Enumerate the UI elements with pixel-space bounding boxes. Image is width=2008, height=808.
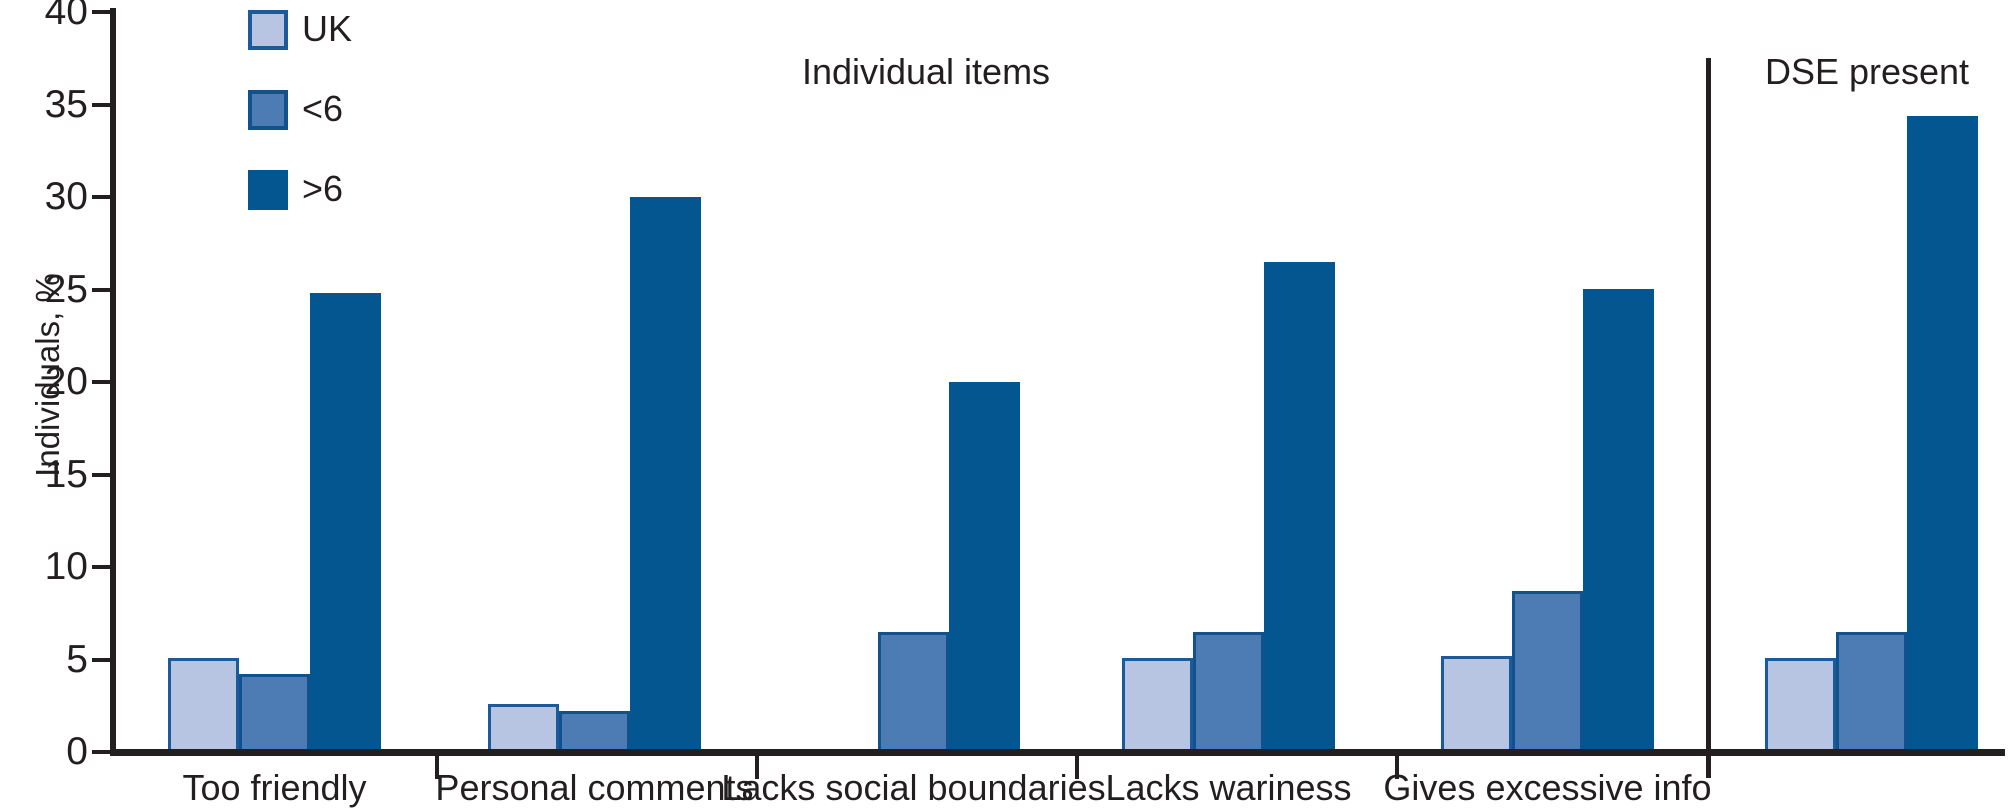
y-tick-label-10: 10	[44, 545, 88, 588]
y-tick-20	[92, 380, 112, 384]
bar-6-lacks-social-boundaries	[878, 632, 949, 752]
bar-uk-lacks-wariness	[1122, 658, 1193, 752]
x-axis-line	[110, 749, 2005, 756]
bar-6-personal-comments	[559, 711, 630, 752]
bar-6-lacks-wariness	[1264, 262, 1335, 752]
y-tick-label-25: 25	[44, 267, 88, 311]
category-label-gives-excessive-info: Gives excessive info	[1383, 767, 1712, 808]
bar-6-gives-excessive-info	[1512, 591, 1583, 752]
bar-6-dse-present	[1907, 116, 1978, 752]
legend-swatch-uk	[248, 10, 288, 50]
y-tick-label-5: 5	[66, 637, 88, 681]
legend-label-uk: UK	[302, 8, 353, 49]
section-title-individual-items: Individual items	[801, 51, 1051, 92]
category-label-lacks-wariness: Lacks wariness	[1105, 767, 1352, 808]
bar-uk-too-friendly	[168, 658, 239, 752]
y-tick-label-15: 15	[44, 452, 88, 496]
bar-6-dse-present	[1836, 632, 1907, 752]
y-tick-5	[92, 657, 112, 662]
y-tick-label-35: 35	[44, 82, 88, 126]
x-tick-4	[1395, 755, 1399, 779]
y-tick-40	[92, 10, 112, 14]
bar-6-lacks-social-boundaries	[949, 382, 1020, 752]
bar-6-personal-comments	[630, 197, 701, 752]
x-tick-1	[435, 755, 439, 779]
legend-swatch-6	[248, 170, 288, 210]
category-label-personal-comments: Personal comments	[435, 767, 754, 808]
legend-label-6: <6	[302, 88, 344, 129]
y-tick-15	[92, 472, 112, 477]
legend-swatch-6	[248, 90, 288, 130]
y-axis-line	[110, 8, 116, 756]
bar-uk-dse-present	[1765, 658, 1836, 752]
bar-6-lacks-wariness	[1193, 632, 1264, 752]
category-label-lacks-social-boundaries: Lacks social boundaries	[721, 767, 1106, 808]
section-title-dse-present: DSE present	[1764, 51, 1970, 92]
x-tick-2	[755, 755, 759, 779]
bar-uk-gives-excessive-info	[1441, 656, 1512, 752]
y-tick-label-20: 20	[44, 360, 88, 403]
x-tick-3	[1075, 755, 1079, 779]
section-divider-line	[1706, 58, 1711, 778]
y-tick-10	[92, 565, 112, 569]
y-tick-0	[92, 750, 112, 754]
category-label-too-friendly: Too friendly	[182, 767, 367, 808]
bar-uk-personal-comments	[488, 704, 559, 752]
y-tick-label-40: 40	[44, 0, 88, 33]
bar-6-gives-excessive-info	[1583, 289, 1654, 752]
legend-label-6: >6	[302, 168, 344, 209]
bar-6-too-friendly	[310, 293, 381, 752]
y-tick-label-0: 0	[66, 730, 88, 773]
y-tick-30	[92, 195, 112, 199]
y-tick-label-30: 30	[44, 175, 88, 218]
y-tick-35	[92, 102, 112, 107]
y-tick-25	[92, 287, 112, 292]
bar-6-too-friendly	[239, 674, 310, 752]
